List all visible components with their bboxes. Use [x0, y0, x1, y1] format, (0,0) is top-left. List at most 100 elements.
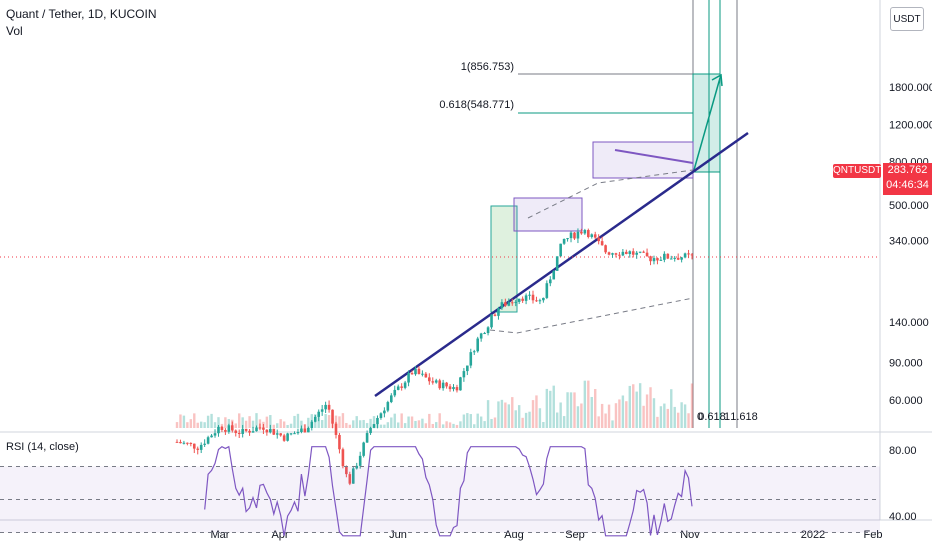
candle-body — [348, 474, 352, 484]
volume-bar — [652, 398, 656, 428]
candle-body — [452, 387, 455, 390]
rsi-tick-label-0: 80.00 — [889, 445, 917, 457]
symbol-tag: QNTUSDT — [833, 164, 882, 178]
candle-body — [334, 423, 338, 435]
candle-body — [500, 302, 504, 309]
candle-body — [241, 428, 244, 434]
candle-body — [296, 431, 300, 434]
volume-bar — [186, 422, 189, 428]
currency-button[interactable]: USDT — [890, 7, 924, 31]
volume-bar — [390, 417, 393, 428]
x-tick-label-3: Aug — [504, 529, 524, 541]
volume-bar — [317, 416, 320, 428]
volume-bar — [473, 424, 476, 428]
volume-bar — [538, 408, 542, 428]
volume-bar — [428, 413, 431, 428]
volume-bar — [386, 422, 390, 428]
volume-bar — [576, 406, 580, 428]
candle-body — [486, 327, 490, 334]
volume-bar — [486, 400, 490, 428]
volume-bar — [314, 414, 317, 428]
volume-bar — [358, 420, 362, 428]
volume-bar — [607, 404, 611, 428]
candle-body — [345, 466, 348, 475]
candle-body — [258, 427, 262, 429]
volume-bar — [220, 423, 224, 428]
candle-body — [521, 298, 524, 301]
candle-body — [313, 416, 317, 422]
volume-bar — [604, 413, 607, 428]
candle-body — [666, 253, 670, 259]
candle-body — [673, 257, 677, 259]
volume-bar — [276, 423, 279, 428]
candle-body — [224, 429, 227, 432]
volume-bar — [265, 416, 269, 428]
candle-body — [462, 371, 466, 378]
price-tag-countdown: 04:46:34 — [886, 179, 929, 191]
volume-bar — [511, 397, 514, 428]
y-tick-label-0: 1800.000 — [889, 82, 932, 94]
candle-body — [580, 231, 583, 234]
candle-body — [424, 373, 428, 378]
candle-body — [272, 428, 276, 435]
volume-bar — [594, 389, 597, 428]
candle-body — [631, 251, 635, 255]
candle-body — [383, 410, 386, 414]
volume-bar — [462, 414, 466, 428]
volume-bar — [210, 413, 213, 428]
candle-body — [234, 430, 238, 433]
candle-body — [528, 294, 531, 296]
candle-body — [524, 295, 528, 301]
volume-bar — [365, 423, 369, 428]
breakout-box — [490, 205, 518, 313]
volume-bar — [528, 411, 531, 428]
volume-bar — [611, 420, 614, 428]
volume-bar — [625, 401, 628, 428]
volume-bar — [580, 403, 583, 428]
volume-bar — [479, 416, 483, 428]
x-tick-label-5: Nov — [680, 529, 700, 541]
volume-bar — [659, 406, 663, 428]
candle-body — [262, 427, 265, 430]
candle-body — [614, 253, 618, 255]
candle-body — [628, 251, 632, 254]
volume-bar — [663, 403, 666, 428]
volume-bar — [441, 424, 445, 428]
candle-body — [386, 402, 390, 411]
candle-body — [327, 404, 331, 410]
candle-body — [289, 433, 293, 435]
candle-body — [507, 302, 511, 306]
candle-body — [251, 431, 255, 433]
volume-bar — [282, 421, 286, 428]
candle-body — [548, 279, 552, 284]
volume-bar — [403, 423, 407, 428]
candle-body — [358, 455, 362, 466]
candle-body — [559, 243, 562, 257]
volume-bar — [614, 403, 618, 428]
volume-bar — [376, 423, 379, 428]
volume-bar — [670, 389, 673, 428]
volume-bar — [196, 422, 199, 428]
candle-body — [338, 434, 341, 450]
volume-bar — [379, 424, 383, 428]
volume-bar — [466, 413, 469, 428]
volume-bar — [244, 420, 248, 428]
volume-bar — [213, 422, 217, 428]
volume-bar — [673, 406, 676, 428]
candle-body — [545, 283, 549, 298]
volume-bar — [262, 421, 265, 428]
rsi-tick-label-1: 40.00 — [889, 511, 917, 523]
volume-bar — [369, 418, 372, 428]
candle-body — [683, 253, 687, 258]
volume-bar — [632, 384, 635, 428]
candle-body — [189, 442, 193, 444]
volume-label: Vol — [6, 24, 23, 38]
volume-bar — [552, 385, 555, 428]
candle-body — [493, 314, 497, 316]
volume-bar — [307, 417, 310, 428]
fib-bottom-label-3: 1.618 — [730, 411, 758, 423]
candle-body — [379, 413, 383, 418]
candle-body — [310, 421, 314, 428]
volume-bar — [583, 380, 587, 428]
candle-body — [182, 442, 186, 444]
